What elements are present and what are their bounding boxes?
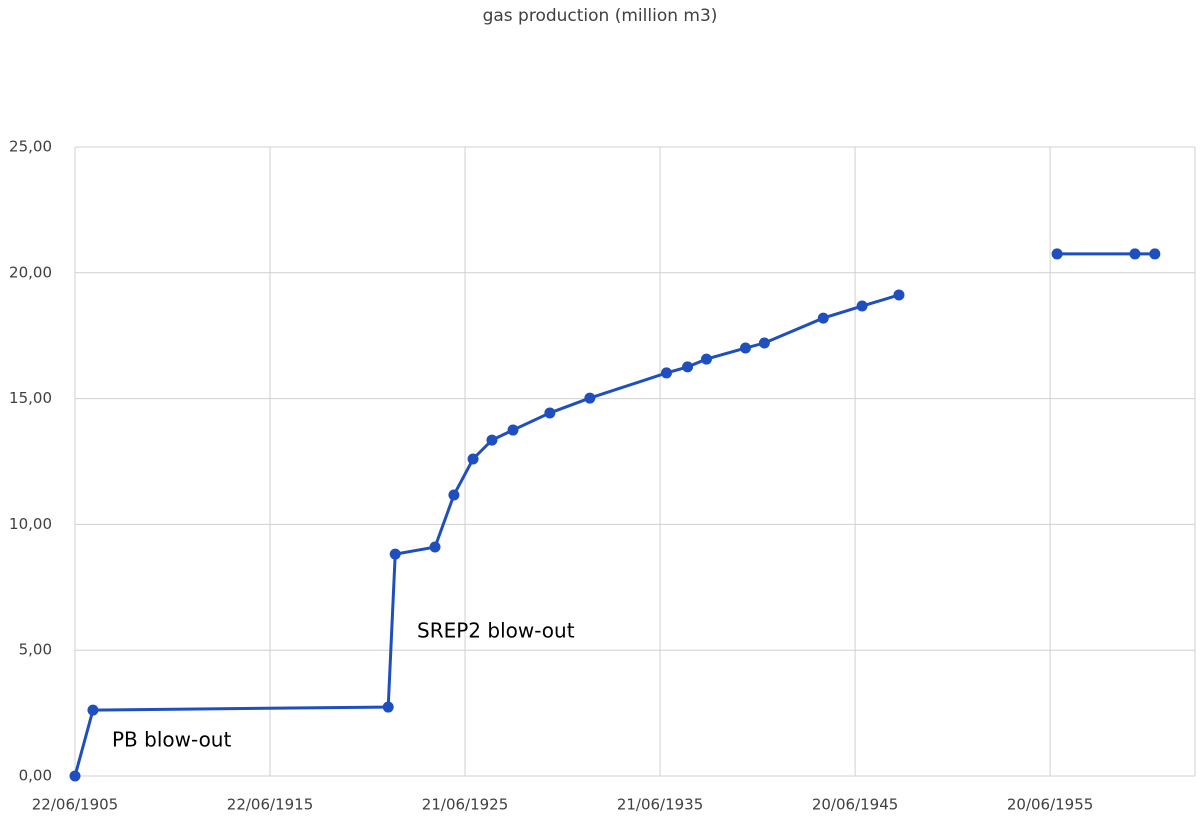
point: [69, 770, 81, 782]
y-tick-label: 20,00: [9, 263, 52, 281]
point: [700, 353, 712, 365]
point: [660, 367, 672, 379]
point: [758, 337, 770, 349]
point: [817, 312, 829, 324]
y-tick-label: 0,00: [19, 767, 52, 785]
x-tick-label: 21/06/1925: [422, 796, 508, 814]
point: [486, 434, 498, 446]
point: [1149, 248, 1161, 260]
point: [1129, 248, 1141, 260]
line: [73, 252, 1155, 777]
point: [682, 361, 694, 373]
x-tick-label: 22/06/1915: [227, 796, 313, 814]
x-tick-label: 20/06/1955: [1007, 796, 1093, 814]
point: [1051, 248, 1063, 260]
point: [507, 424, 519, 436]
y-tick-label: 10,00: [9, 515, 52, 533]
x-tick-label: 22/06/1905: [32, 796, 118, 814]
point: [544, 407, 556, 419]
y-tick-label: 25,00: [9, 138, 52, 156]
y-tick-label: 5,00: [19, 641, 52, 659]
point: [389, 548, 401, 560]
point: [856, 300, 868, 312]
x-tick-label: 21/06/1935: [617, 796, 703, 814]
point: [584, 392, 596, 404]
chart-title: gas production (million m3): [483, 6, 718, 26]
point: [467, 453, 479, 465]
annotation: SREP2 blow-out: [417, 619, 575, 643]
y-tick-label: 15,00: [9, 389, 52, 407]
annotation: PB blow-out: [112, 728, 231, 752]
x-tick-label: 20/06/1945: [812, 796, 898, 814]
point: [448, 489, 460, 501]
point: [87, 704, 99, 716]
point: [739, 342, 751, 354]
point: [893, 289, 905, 301]
point: [429, 541, 441, 553]
point: [382, 701, 394, 713]
